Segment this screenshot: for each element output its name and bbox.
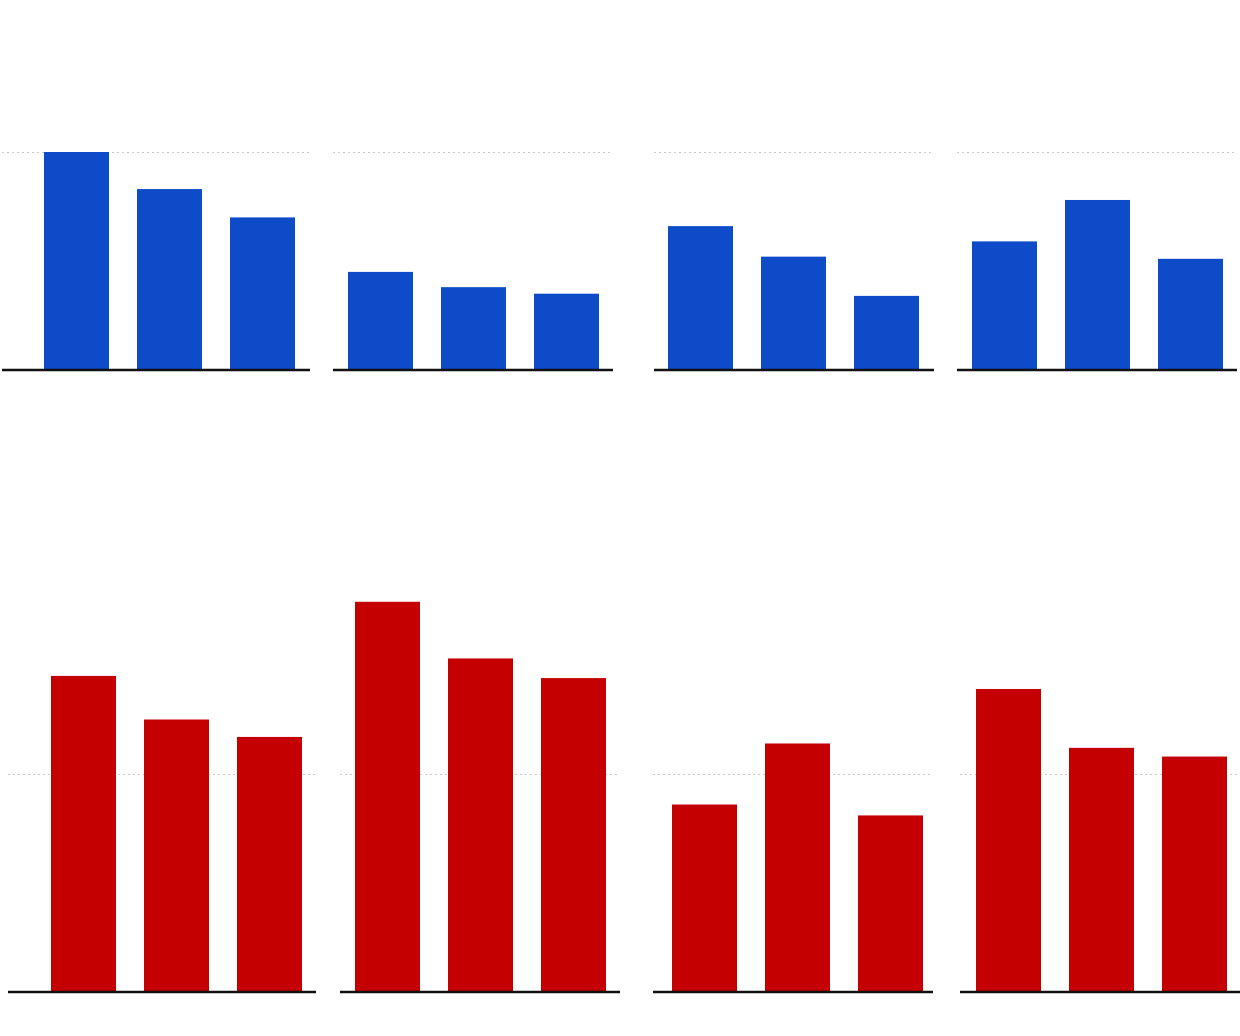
bar [1158,258,1223,370]
bar [534,293,599,370]
bar [972,241,1037,370]
bar [44,152,109,370]
bar [448,658,513,992]
bar [348,271,413,370]
bar [761,256,826,370]
bar [137,189,202,370]
bar [765,743,830,992]
bar [1065,199,1130,370]
bar [1162,756,1227,992]
bar [355,601,420,992]
bar [672,804,737,992]
bar [668,226,733,370]
bar [230,217,295,370]
bar [541,678,606,992]
bar [976,688,1041,992]
bar [1069,747,1134,992]
bar [237,736,302,992]
bar [858,815,923,992]
bar [854,295,919,370]
bar [51,675,116,992]
bar [441,287,506,370]
bar [144,719,209,992]
